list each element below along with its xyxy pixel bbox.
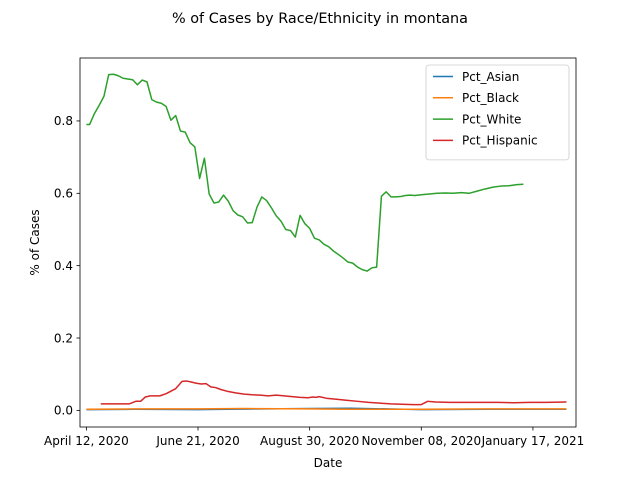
x-tick-label: April 12, 2020 [44, 434, 129, 448]
y-axis: 0.0 0.2 0.4 0.6 0.8 [54, 114, 80, 418]
legend-label: Pct_Black [462, 91, 519, 105]
x-tick-label: June 21, 2020 [155, 434, 239, 448]
y-tick-label: 0.2 [54, 331, 73, 345]
y-tick-label: 0.4 [54, 259, 73, 273]
y-tick-label: 0.6 [54, 187, 73, 201]
series-line-pct-white [86, 73, 524, 272]
x-tick-label: August 30, 2020 [260, 434, 359, 448]
axes-frame [79, 57, 577, 428]
y-axis-label: % of Cases [28, 209, 42, 275]
plot-area [79, 57, 577, 428]
series-line-pct-hispanic [100, 380, 567, 406]
y-tick-label: 0.0 [54, 404, 73, 418]
y-tick-label: 0.8 [54, 114, 73, 128]
x-tick-label: November 08, 2020 [361, 434, 481, 448]
legend-label: Pct_Hispanic [462, 134, 538, 148]
chart-title: % of Cases by Race/Ethnicity in montana [172, 11, 468, 27]
legend-label: Pct_White [462, 112, 521, 126]
legend-label: Pct_Asian [462, 70, 519, 84]
series-line-pct-black [86, 407, 567, 411]
x-axis: April 12, 2020 June 21, 2020 August 30, 20… [44, 427, 584, 448]
legend: Pct_Asian Pct_Black Pct_White Pct_Hispanic [425, 64, 570, 161]
x-tick-label: January 17, 2021 [481, 434, 585, 448]
x-axis-label: Date [314, 456, 343, 470]
legend-box [425, 64, 570, 161]
series-lines [86, 73, 567, 411]
